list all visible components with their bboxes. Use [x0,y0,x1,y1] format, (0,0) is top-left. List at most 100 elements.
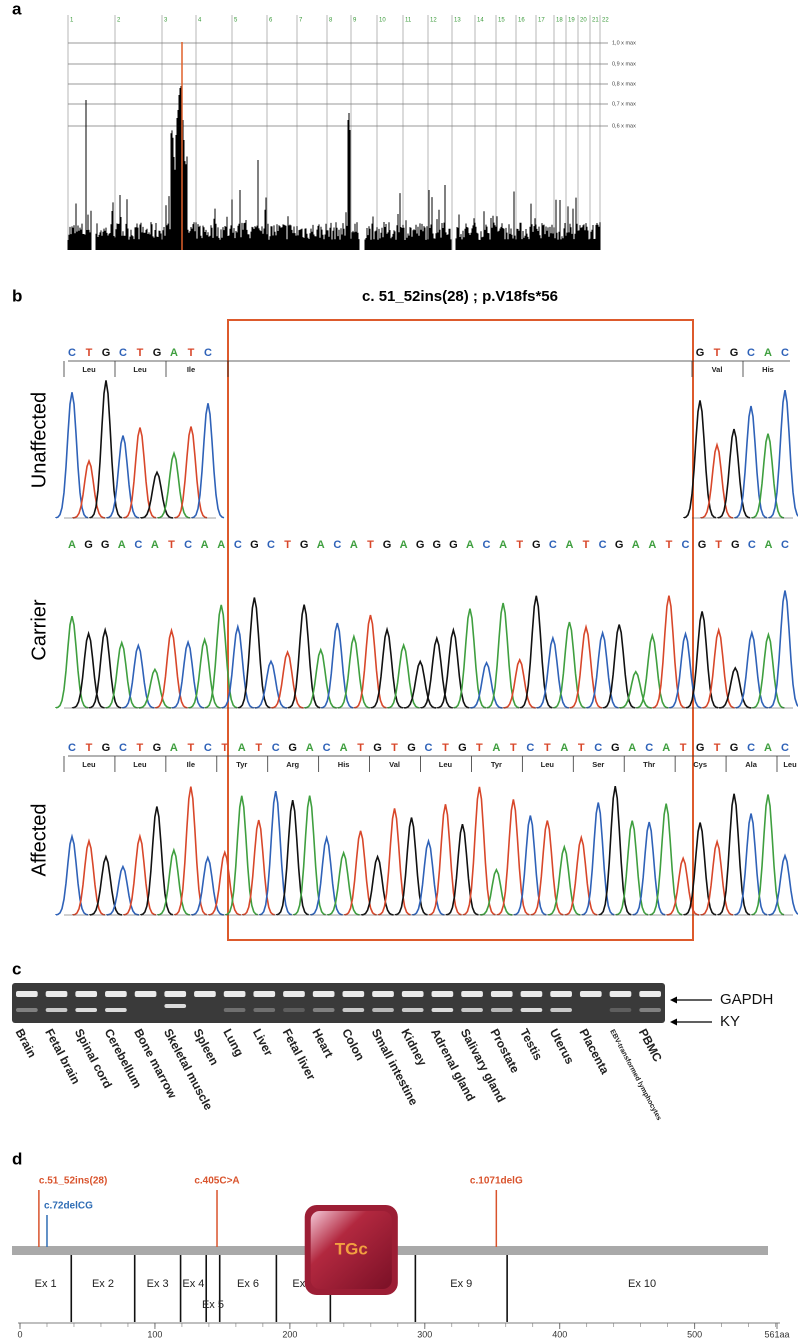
mutation-label: c.72delCG [44,1201,93,1212]
chromatogram-peak [241,819,275,916]
chromatogram-peak [174,426,208,519]
chromatogram-peak [104,640,138,709]
chromatogram-peak [320,622,354,709]
chromatogram-peak [394,817,428,916]
chromatogram-peak [717,428,751,519]
base-letter: G [407,742,416,754]
exon-label: Ex 3 [147,1278,169,1290]
amino-acid: Thr [643,760,655,769]
exon-label: Ex 5 [202,1299,224,1311]
chromatogram-peak [140,470,174,519]
chromatogram-peak [652,595,686,709]
chromatogram-peak [343,830,377,916]
chromosome-label: 3 [164,18,168,24]
chromatogram-peak [191,855,224,916]
chromatogram-peak [585,630,619,709]
chromatogram-peak [700,838,734,916]
tissue-label: Placenta [577,1026,613,1076]
panel-label: b [12,286,22,305]
chromatogram-peak [270,649,304,709]
ky-band [105,1008,127,1012]
axis-tick-label: 400 [552,1329,567,1339]
base-letter: A [565,539,573,551]
base-letter: A [306,742,314,754]
base-letter: T [188,347,195,359]
amino-acid: Leu [133,365,147,374]
base-letter: T [578,742,585,754]
gapdh-band [579,991,602,997]
base-letter: T [714,742,721,754]
base-letter: A [628,742,636,754]
chromatogram-peak [187,636,221,709]
chromosome-label: 16 [518,18,525,24]
base-letter: A [648,539,656,551]
base-letter: T [357,742,364,754]
tissue-label: Colon [339,1026,367,1063]
base-letter: A [499,539,507,551]
chromatogram-peak [685,611,719,709]
chromatogram-peak [428,804,462,916]
base-letter: T [367,539,374,551]
chromosome-label: 6 [269,18,273,24]
base-letter: C [549,539,557,551]
base-letter: G [731,539,740,551]
base-letter: G [696,742,705,754]
base-letter: C [119,347,127,359]
mutation-label: c.405C>A [194,1176,239,1187]
base-letter: G [730,347,739,359]
chromatogram-peak [309,834,343,916]
base-letter: C [645,742,653,754]
amino-acid: Ser [592,760,604,769]
axis-tick-label: 561aa [764,1329,789,1339]
chromosome-label: 5 [234,18,238,24]
chromatogram-peak [536,635,570,709]
tissue-label: PBMC [636,1026,665,1064]
ky-band [431,1008,454,1012]
base-letter: A [400,539,408,551]
gapdh-band [609,991,632,997]
chromosome-label: 2 [117,18,121,24]
chromatogram-peak [751,433,785,519]
chromosome-label: 19 [568,18,575,24]
axis-tick-label: 500 [687,1329,702,1339]
exon-label: Ex 10 [628,1278,656,1290]
chromatogram-peak [204,604,238,709]
base-letter: A [170,742,178,754]
base-letter: T [510,742,517,754]
chromatogram-peak [530,820,564,916]
chromatogram-peak [386,642,420,709]
base-letter: T [583,539,590,551]
base-letter: C [184,539,192,551]
chromatogram-peak [55,833,89,916]
gapdh-band [105,991,127,997]
base-letter: C [267,539,275,551]
gapdh-band [223,991,246,997]
base-letter: A [632,539,640,551]
chromatogram-peak [292,795,326,916]
chromatogram-peak [683,400,717,519]
base-letter: G [611,742,620,754]
ky-band [490,1008,513,1012]
ky-band [550,1008,572,1012]
chromatogram-peak [207,849,241,916]
chromosome-label: 8 [329,18,333,24]
chromatogram-peak [734,405,768,519]
tissue-label: Lung [220,1026,246,1058]
base-letter: C [323,742,331,754]
base-letter: T [715,539,722,551]
gapdh-band [431,991,454,997]
chromatogram-peak [123,833,157,916]
chromatogram-peak [337,633,371,709]
base-letter: A [317,539,325,551]
chromatogram-peak [353,614,387,709]
base-letter: A [764,347,772,359]
gapdh-band [164,991,187,997]
base-letter: T [391,742,398,754]
tissue-label: Heart [309,1026,336,1060]
gapdh-band [401,991,424,997]
chromatogram-peak [89,854,123,916]
amino-acid: Ile [187,760,195,769]
base-letter: C [204,347,212,359]
chromatogram-peak [768,853,798,916]
amino-acid: Tyr [491,760,502,769]
